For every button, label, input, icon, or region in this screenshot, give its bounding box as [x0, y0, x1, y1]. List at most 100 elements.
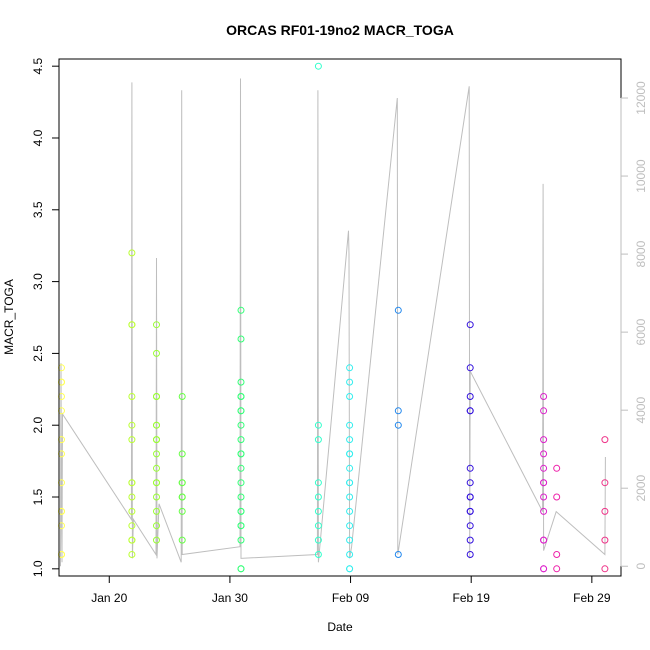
- data-point: [314, 436, 322, 444]
- x-tick-label: Feb 09: [332, 591, 370, 605]
- data-point: [153, 421, 160, 429]
- data-point: [128, 551, 136, 558]
- data-point: [540, 507, 548, 515]
- data-point: [153, 321, 160, 329]
- data-point: [237, 436, 245, 444]
- data-point: [237, 493, 245, 501]
- data-point: [237, 421, 245, 429]
- y-tick-label: 1.5: [31, 488, 45, 505]
- data-point: [466, 464, 474, 472]
- data-point: [540, 436, 548, 444]
- data-point: [153, 450, 160, 458]
- data-point: [394, 407, 402, 415]
- data-point: [540, 536, 548, 544]
- data-point: [128, 493, 136, 501]
- data-point: [128, 507, 136, 515]
- data-point: [346, 536, 354, 544]
- data-point: [178, 493, 186, 501]
- data-point: [128, 321, 136, 329]
- data-point: [314, 479, 322, 487]
- data-point: [314, 421, 322, 429]
- data-point: [237, 536, 245, 544]
- data-point: [540, 565, 548, 573]
- data-point: [346, 565, 354, 573]
- data-point: [178, 393, 186, 400]
- data-point: [178, 479, 186, 487]
- altitude-series: [60, 78, 606, 567]
- data-point: [601, 436, 609, 444]
- data-point: [153, 536, 160, 544]
- data-point: [601, 479, 609, 487]
- data-point: [346, 551, 354, 558]
- data-point: [346, 378, 354, 386]
- data-point: [346, 450, 354, 458]
- data-point: [153, 522, 160, 530]
- data-point: [346, 507, 354, 515]
- data-point: [237, 507, 245, 515]
- plot-frame: [58, 58, 622, 577]
- data-point: [314, 522, 322, 530]
- data-point: [346, 479, 354, 487]
- data-point: [553, 565, 561, 573]
- y2-tick-label: 2000: [634, 475, 648, 502]
- data-point: [153, 436, 160, 444]
- data-point: [128, 393, 136, 400]
- data-point: [346, 436, 354, 444]
- data-point: [128, 436, 136, 444]
- data-point: [178, 450, 186, 458]
- y-tick-label: 4.0: [31, 129, 45, 146]
- data-point: [601, 565, 609, 573]
- data-point: [237, 407, 245, 415]
- y2-tick-label: 4000: [634, 397, 648, 424]
- data-point: [466, 493, 474, 501]
- y-axis: 1.0 1.5 2.0 2.5 3.0 3.5 4.0 4.5: [31, 58, 60, 577]
- data-point: [346, 493, 354, 501]
- data-point: [314, 493, 322, 501]
- data-point: [153, 393, 160, 400]
- data-point: [237, 522, 245, 530]
- y-tick-label: 1.0: [31, 560, 45, 577]
- data-point: [466, 522, 474, 530]
- data-point: [466, 507, 474, 515]
- data-point: [540, 464, 548, 472]
- data-point: [394, 551, 402, 558]
- x-tick-label: Feb 29: [573, 591, 611, 605]
- x-tick-label: Jan 20: [91, 591, 127, 605]
- data-point: [178, 536, 186, 544]
- y-tick-label: 2.0: [31, 417, 45, 434]
- data-point: [128, 421, 136, 429]
- y2-tick-label: 6000: [634, 318, 648, 345]
- data-point: [153, 493, 160, 501]
- data-point: [237, 306, 245, 314]
- y-tick-label: 4.5: [31, 58, 45, 75]
- x-axis: Jan 20 Jan 30 Feb 09 Feb 19 Feb 29: [91, 575, 611, 605]
- data-point: [237, 565, 245, 573]
- data-points: [58, 62, 609, 573]
- y-axis-label: MACR_TOGA: [2, 279, 16, 355]
- data-point: [394, 306, 402, 314]
- data-point: [153, 507, 160, 515]
- data-point: [314, 536, 322, 544]
- y-tick-label: 2.5: [31, 345, 45, 362]
- data-point: [466, 536, 474, 544]
- data-point: [394, 421, 402, 429]
- data-point: [178, 507, 186, 515]
- y2-axis: 0 2000 4000 6000 8000 10000 12000: [620, 81, 648, 570]
- data-point: [237, 464, 245, 472]
- x-tick-label: Jan 30: [212, 591, 248, 605]
- data-point: [540, 493, 548, 501]
- data-point: [128, 522, 136, 530]
- data-point: [466, 479, 474, 487]
- data-point: [153, 464, 160, 472]
- data-point: [314, 551, 322, 558]
- data-point: [346, 522, 354, 530]
- data-point: [153, 349, 160, 357]
- data-point: [540, 407, 548, 415]
- data-point: [346, 364, 354, 372]
- y2-tick-label: 8000: [634, 240, 648, 267]
- data-point: [540, 479, 548, 487]
- data-point: [466, 551, 474, 558]
- data-point: [346, 464, 354, 472]
- chart-title: ORCAS RF01-19no2 MACR_TOGA: [226, 22, 454, 38]
